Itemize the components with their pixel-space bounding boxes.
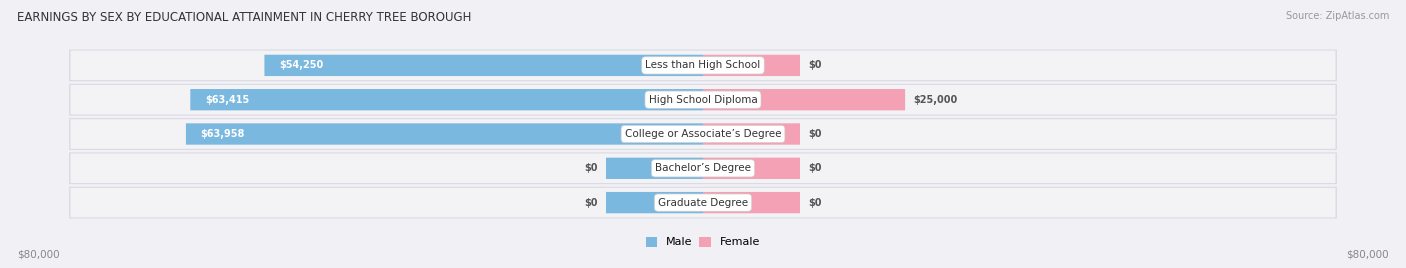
FancyBboxPatch shape <box>69 84 1337 116</box>
Legend: Male, Female: Male, Female <box>641 232 765 252</box>
Text: EARNINGS BY SEX BY EDUCATIONAL ATTAINMENT IN CHERRY TREE BOROUGH: EARNINGS BY SEX BY EDUCATIONAL ATTAINMEN… <box>17 11 471 24</box>
FancyBboxPatch shape <box>703 192 800 213</box>
Text: $0: $0 <box>808 163 821 173</box>
Text: Less than High School: Less than High School <box>645 60 761 70</box>
Text: $80,000: $80,000 <box>1347 250 1389 260</box>
Text: Source: ZipAtlas.com: Source: ZipAtlas.com <box>1285 11 1389 21</box>
Text: $0: $0 <box>808 129 821 139</box>
FancyBboxPatch shape <box>703 123 800 145</box>
Text: Bachelor’s Degree: Bachelor’s Degree <box>655 163 751 173</box>
Text: $63,415: $63,415 <box>205 95 249 105</box>
Text: $0: $0 <box>585 198 598 208</box>
FancyBboxPatch shape <box>70 119 1336 149</box>
FancyBboxPatch shape <box>606 158 703 179</box>
FancyBboxPatch shape <box>186 123 703 145</box>
Text: $54,250: $54,250 <box>278 60 323 70</box>
FancyBboxPatch shape <box>264 55 703 76</box>
FancyBboxPatch shape <box>69 50 1337 81</box>
FancyBboxPatch shape <box>70 154 1336 183</box>
FancyBboxPatch shape <box>69 187 1337 218</box>
Text: $0: $0 <box>585 163 598 173</box>
Text: College or Associate’s Degree: College or Associate’s Degree <box>624 129 782 139</box>
FancyBboxPatch shape <box>703 89 905 110</box>
Text: High School Diploma: High School Diploma <box>648 95 758 105</box>
FancyBboxPatch shape <box>606 192 703 213</box>
Text: $0: $0 <box>808 198 821 208</box>
FancyBboxPatch shape <box>703 158 800 179</box>
Text: Graduate Degree: Graduate Degree <box>658 198 748 208</box>
Text: $0: $0 <box>808 60 821 70</box>
FancyBboxPatch shape <box>70 85 1336 114</box>
FancyBboxPatch shape <box>69 118 1337 150</box>
FancyBboxPatch shape <box>70 188 1336 217</box>
Text: $80,000: $80,000 <box>17 250 59 260</box>
Text: $63,958: $63,958 <box>201 129 245 139</box>
FancyBboxPatch shape <box>70 51 1336 80</box>
FancyBboxPatch shape <box>703 55 800 76</box>
FancyBboxPatch shape <box>190 89 703 110</box>
FancyBboxPatch shape <box>69 152 1337 184</box>
Text: $25,000: $25,000 <box>914 95 957 105</box>
